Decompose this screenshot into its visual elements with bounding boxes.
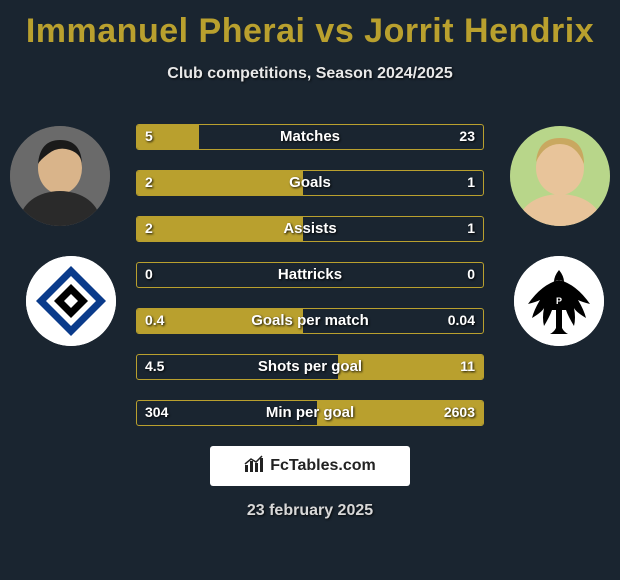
stat-row: 304 Min per goal 2603 [136, 400, 484, 426]
stat-value-right: 0.04 [448, 312, 475, 328]
club-logo-right: P [514, 256, 604, 346]
svg-text:P: P [556, 296, 562, 306]
stat-value-right: 2603 [444, 404, 475, 420]
stat-value-right: 1 [467, 174, 475, 190]
player-right-avatar [510, 126, 610, 226]
stat-value-right: 1 [467, 220, 475, 236]
stat-value-right: 11 [460, 358, 475, 374]
stat-label: Matches [137, 128, 483, 145]
comparison-date: 23 february 2025 [0, 502, 620, 520]
chart-logo-icon [244, 455, 264, 478]
stat-row: 5 Matches 23 [136, 124, 484, 150]
comparison-subtitle: Club competitions, Season 2024/2025 [0, 65, 620, 83]
stat-row: 4.5 Shots per goal 11 [136, 354, 484, 380]
stat-label: Hattricks [137, 266, 483, 283]
stat-label: Goals per match [137, 312, 483, 329]
player-left-avatar [10, 126, 110, 226]
stats-container: 5 Matches 23 2 Goals 1 2 Assists 1 0 Hat… [136, 124, 484, 446]
stat-label: Goals [137, 174, 483, 191]
stat-label: Min per goal [137, 404, 483, 421]
stat-label: Shots per goal [137, 358, 483, 375]
comparison-title: Immanuel Pherai vs Jorrit Hendrix [0, 0, 620, 51]
brand-text: FcTables.com [270, 457, 376, 475]
stat-value-right: 0 [467, 266, 475, 282]
brand-badge: FcTables.com [210, 446, 410, 486]
stat-row: 2 Goals 1 [136, 170, 484, 196]
club-logo-left [26, 256, 116, 346]
stat-row: 2 Assists 1 [136, 216, 484, 242]
stat-row: 0.4 Goals per match 0.04 [136, 308, 484, 334]
stat-label: Assists [137, 220, 483, 237]
stat-value-right: 23 [459, 128, 475, 144]
stat-row: 0 Hattricks 0 [136, 262, 484, 288]
